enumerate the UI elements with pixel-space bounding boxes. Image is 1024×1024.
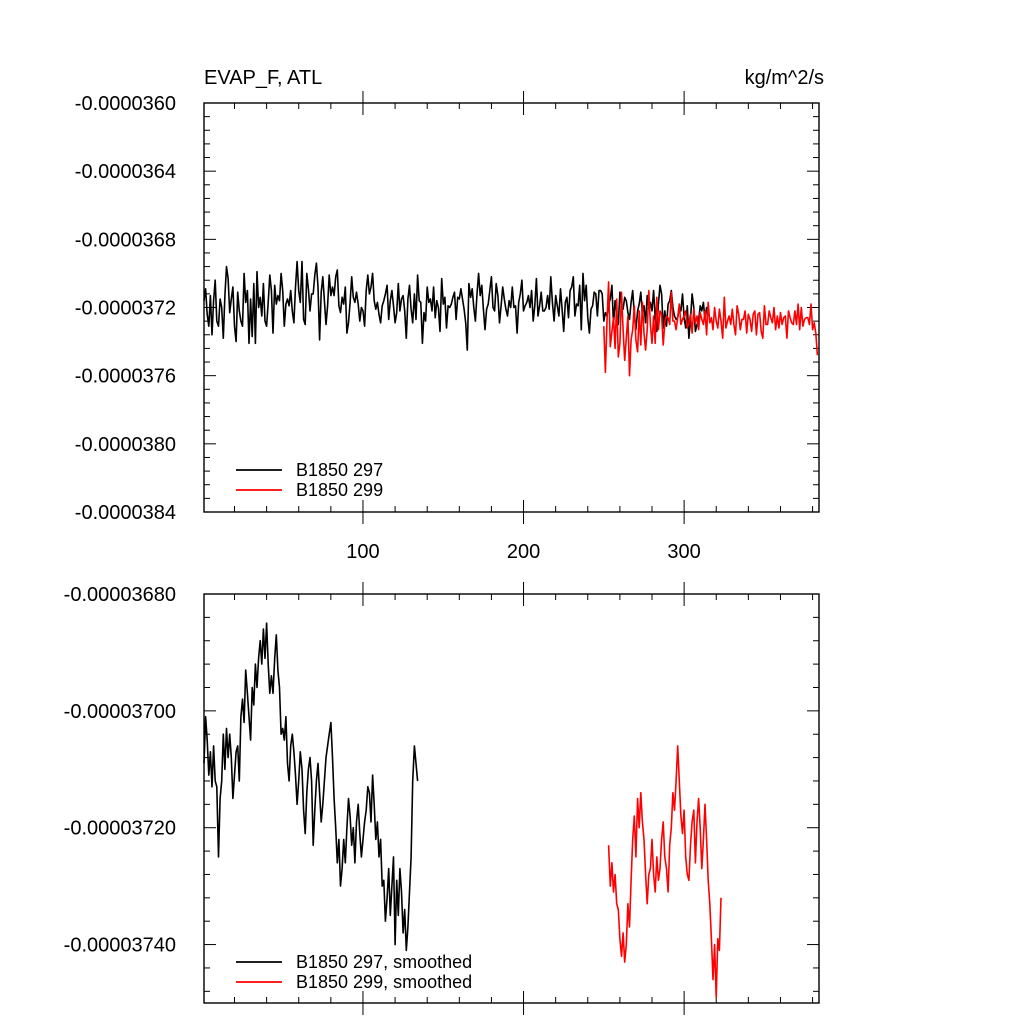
chart-title: EVAP_F, ATL: [204, 67, 322, 89]
chart-bottom: -0.00003680 -0.00003700 -0.00003720 -0.0000…: [64, 582, 820, 1015]
legend-label: B1850 297, smoothed: [296, 952, 472, 972]
series-line-2: [607, 745, 722, 999]
y-tick-label: -0.0000372: [75, 298, 176, 320]
bottom-plot-frame: [203, 593, 820, 1004]
series-line-2: [603, 281, 819, 377]
x-tick-label: 100: [346, 541, 379, 563]
top-axis-labels: -0.0000360 -0.0000364 -0.0000368 -0.0000372…: [75, 93, 701, 563]
y-tick-label: -0.0000368: [75, 229, 176, 251]
y-tick-label: -0.00003700: [64, 701, 176, 723]
bottom-plot-area: [203, 622, 722, 999]
series-line-1: [203, 260, 709, 351]
legend-label: B1850 297: [296, 460, 383, 480]
y-tick-label: -0.0000360: [75, 93, 176, 115]
x-tick-label: 200: [507, 541, 540, 563]
y-tick-label: -0.00003680: [64, 584, 176, 606]
chart-units: kg/m^2/s: [745, 67, 824, 89]
bottom-axis-labels: -0.00003680 -0.00003700 -0.00003720 -0.0000…: [64, 584, 176, 957]
y-tick-label: -0.0000380: [75, 434, 176, 456]
y-tick-label: -0.0000364: [75, 161, 176, 183]
chart-top: EVAP_F, ATL kg/m^2/s -0.0000360-0.000036…: [75, 67, 824, 563]
top-plot-area: [203, 260, 819, 377]
legend-label: B1850 299, smoothed: [296, 972, 472, 992]
x-tick-label: 300: [667, 541, 700, 563]
legend-label: B1850 299: [296, 480, 383, 500]
y-tick-label: -0.0000376: [75, 366, 176, 388]
bottom-axis-ticks: [204, 582, 819, 1015]
series-line-1: [203, 622, 419, 952]
y-tick-label: -0.00003740: [64, 935, 176, 957]
top-plot-frame: [203, 102, 820, 513]
y-tick-label: -0.0000384: [75, 502, 176, 524]
y-tick-label: -0.00003720: [64, 818, 176, 840]
